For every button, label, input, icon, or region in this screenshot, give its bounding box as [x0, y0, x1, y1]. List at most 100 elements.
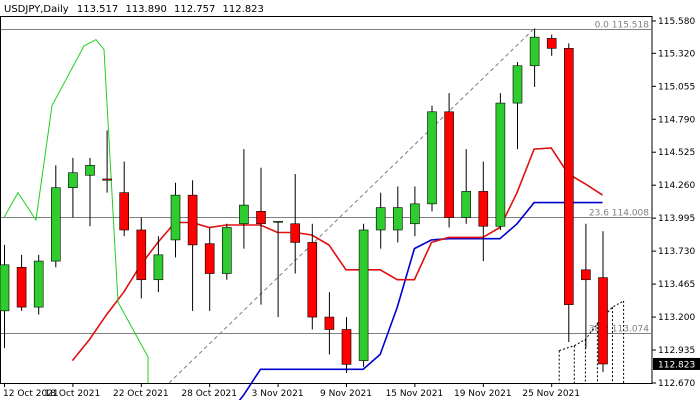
candle-9	[153, 236, 164, 293]
x-tick-label-8: 25 Nov 2021	[522, 389, 580, 399]
candle-body-5	[85, 164, 95, 176]
candle-body-9	[153, 254, 164, 281]
candle-body-2	[33, 260, 44, 308]
fib-label-0: 0.0 115.518	[595, 21, 650, 31]
candle-30	[512, 62, 523, 150]
candle-22	[375, 192, 386, 249]
open-value: 113.517	[76, 4, 119, 15]
symbol-label: USDJPY,Daily	[4, 4, 69, 15]
x-tick-label-6: 15 Nov 2021	[386, 389, 444, 399]
kijun-line	[238, 201, 603, 400]
candle-12	[204, 227, 215, 311]
high-value: 113.890	[125, 4, 167, 15]
candle-body-16	[273, 220, 283, 223]
candle-body-34	[581, 269, 591, 281]
candle-35	[598, 231, 608, 373]
candle-32	[546, 34, 557, 56]
candle-body-6	[102, 178, 112, 181]
tenkan-line	[71, 147, 603, 362]
candle-body-21	[358, 229, 369, 361]
candle-23	[392, 186, 403, 243]
plot-frame	[0, 16, 653, 384]
x-tick-label-7: 19 Nov 2021	[454, 389, 512, 399]
low-value: 112.757	[174, 4, 216, 15]
candle-body-35	[598, 277, 608, 365]
candle-body-13	[222, 227, 232, 274]
current-price-label: 112.823	[658, 360, 695, 370]
fib-trend-line	[168, 28, 535, 384]
candle-16	[273, 220, 283, 318]
candle-0	[0, 244, 10, 349]
candle-20	[341, 317, 352, 374]
y-tick-label-8: 114.790	[658, 115, 695, 125]
candle-10	[170, 182, 181, 258]
y-tick-label-0: 112.670	[658, 379, 695, 389]
candle-body-8	[136, 229, 147, 281]
candle-7	[119, 161, 129, 237]
fib-label-2: 38.2 113.074	[589, 325, 649, 335]
candle-body-12	[204, 243, 215, 274]
candle-body-32	[546, 38, 557, 49]
y-tick-label-9: 115.055	[658, 82, 695, 92]
x-tick-label-2: 22 Oct 2021	[113, 389, 169, 399]
candle-body-23	[392, 207, 403, 231]
candle-body-3	[50, 187, 61, 262]
y-tick-label-1: 112.935	[658, 346, 695, 356]
candle-body-1	[16, 267, 27, 308]
y-tick-label-7: 114.525	[658, 148, 695, 158]
candle-24	[410, 186, 420, 237]
candle-11	[187, 180, 198, 311]
candle-body-22	[375, 207, 386, 231]
y-tick-label-5: 113.995	[658, 214, 695, 224]
y-tick-label-6: 114.260	[658, 181, 695, 191]
chikou-line	[3, 38, 149, 383]
candle-18	[307, 223, 318, 330]
candle-body-17	[290, 223, 301, 243]
candle-body-30	[512, 65, 523, 104]
candle-34	[581, 223, 591, 349]
candle-13	[222, 223, 232, 280]
x-tick-label-1: 18 Oct 2021	[45, 389, 101, 399]
candle-body-29	[495, 102, 506, 227]
candle-27	[461, 149, 472, 224]
candle-body-28	[478, 191, 489, 227]
candle-1	[16, 254, 27, 311]
close-value: 112.823	[222, 4, 264, 15]
candle-19	[324, 292, 335, 355]
candle-body-10	[170, 194, 181, 241]
candle-body-19	[324, 316, 335, 330]
candle-body-18	[307, 242, 318, 318]
candle-15	[256, 167, 266, 305]
y-tick-label-2: 113.200	[658, 313, 695, 323]
chart-header: USDJPY,Daily 113.517 113.890 112.757 112…	[4, 4, 268, 15]
candle-body-15	[256, 211, 266, 225]
fib-label-1: 23.6 114.008	[589, 209, 649, 219]
y-tick-label-3: 113.465	[658, 280, 695, 290]
y-tick-label-10: 115.320	[658, 49, 695, 59]
candle-body-31	[529, 36, 540, 67]
candle-21	[358, 223, 369, 367]
candle-body-0	[0, 264, 10, 312]
candle-body-26	[444, 111, 454, 218]
x-tick-label-5: 9 Nov 2021	[320, 389, 372, 399]
candle-14	[239, 149, 249, 249]
candle-25	[427, 105, 437, 212]
candle-28	[478, 161, 489, 262]
x-tick-label-3: 28 Oct 2021	[181, 389, 237, 399]
candle-body-20	[341, 329, 352, 365]
candle-3	[50, 165, 61, 268]
candle-body-4	[68, 172, 78, 188]
candle-5	[85, 157, 95, 227]
candle-body-33	[563, 48, 574, 305]
x-tick-label-4: 3 Nov 2021	[252, 389, 304, 399]
y-tick-label-4: 113.730	[658, 247, 695, 257]
candle-2	[33, 254, 44, 315]
candle-body-27	[461, 191, 472, 218]
candle-4	[68, 157, 78, 218]
candle-6	[102, 130, 112, 193]
candle-body-14	[239, 204, 249, 225]
candle-body-25	[427, 111, 437, 205]
candle-body-11	[187, 194, 198, 246]
